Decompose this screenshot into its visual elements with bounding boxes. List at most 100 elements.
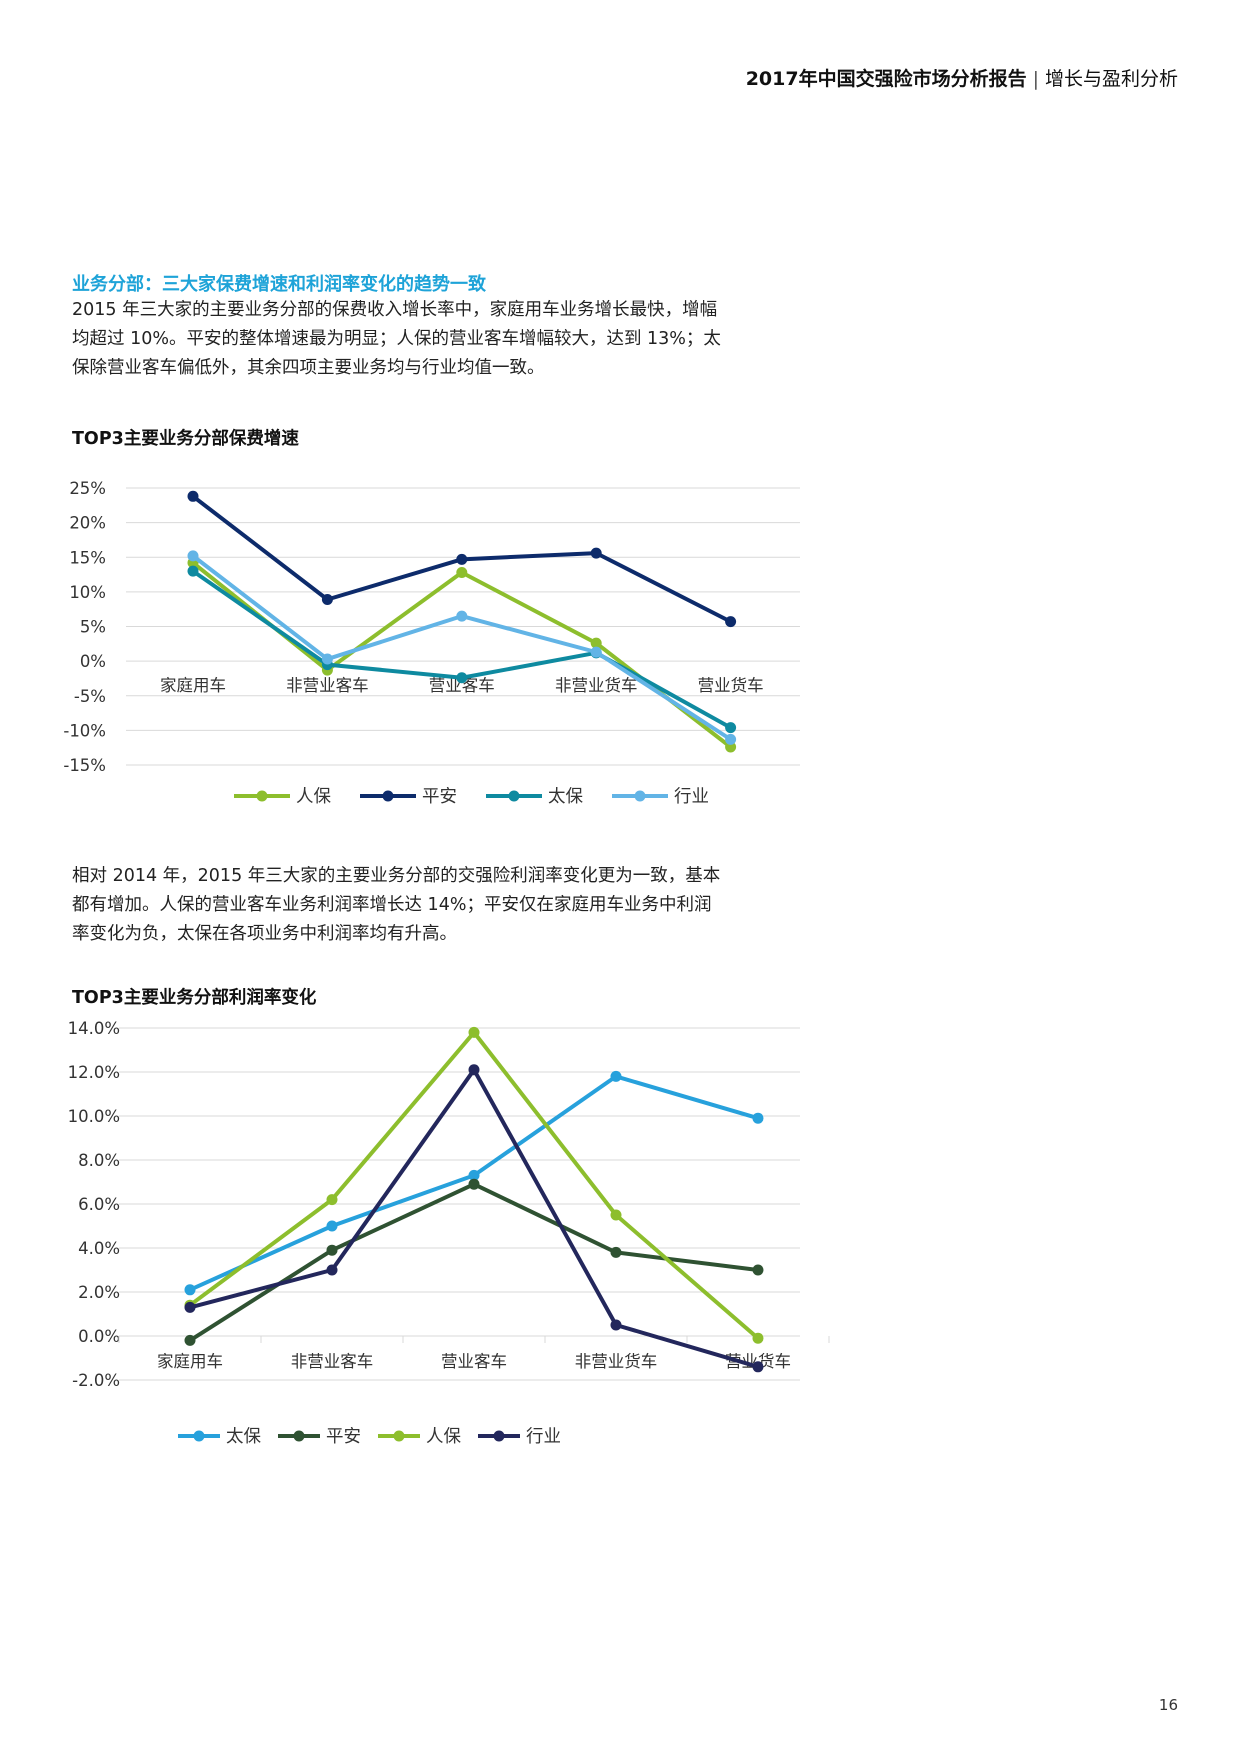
legend-label: 人保 <box>426 1427 461 1447</box>
data-point <box>456 672 468 684</box>
legend-swatch-marker <box>508 790 520 802</box>
data-point <box>326 1244 338 1256</box>
legend-swatch-marker <box>493 1430 505 1442</box>
legend-item: 太保 <box>486 787 583 807</box>
data-point <box>590 637 602 649</box>
header-section: 增长与盈利分析 <box>1044 68 1178 90</box>
x-tick-label: 非营业货车 <box>575 1352 658 1371</box>
series-line-人保 <box>191 561 732 749</box>
y-tick-label: 0% <box>80 652 106 671</box>
data-point <box>456 566 468 578</box>
y-tick-label: 8.0% <box>78 1151 120 1170</box>
data-point <box>326 1264 338 1276</box>
x-tick-label: 营业货车 <box>698 676 764 695</box>
y-tick-label: 10.0% <box>68 1107 120 1126</box>
x-tick-label: 非营业货车 <box>555 676 638 695</box>
chart2-title: TOP3主要业务分部利润率变化 <box>72 988 317 1008</box>
x-tick-label: 营业客车 <box>429 676 495 695</box>
data-point <box>725 733 737 745</box>
legend-item: 行业 <box>478 1427 561 1447</box>
legend-label: 人保 <box>296 787 331 807</box>
paragraph-line: 都有增加。人保的营业客车业务利润率增长达 14%；平安仅在家庭用车业务中利润 <box>72 895 712 915</box>
x-tick-label: 营业客车 <box>441 1352 507 1371</box>
legend-label: 行业 <box>674 787 709 807</box>
legend-swatch-marker <box>382 790 394 802</box>
paragraph-profit-change: 相对 2014 年，2015 年三大家的主要业务分部的交强险利润率变化更为一致，… <box>72 862 812 949</box>
legend-item: 太保 <box>178 1427 261 1447</box>
series-line-太保 <box>191 569 732 730</box>
header-separator: | <box>1032 68 1039 90</box>
data-point <box>752 1264 764 1276</box>
y-tick-label: 5% <box>80 618 106 637</box>
data-point <box>468 1026 480 1038</box>
data-point <box>456 553 468 565</box>
legend-label: 太保 <box>548 787 583 807</box>
chart1-title: TOP3主要业务分部保费增速 <box>72 429 299 449</box>
data-point <box>590 646 602 658</box>
y-tick-label: 14.0% <box>68 1019 120 1038</box>
legend-swatch-marker <box>293 1430 305 1442</box>
legend-item: 行业 <box>612 787 709 807</box>
legend-item: 平安 <box>278 1427 361 1447</box>
paragraph-line: 率变化为负，太保在各项业务中利润率均有升高。 <box>72 924 457 944</box>
x-tick-label: 家庭用车 <box>157 1352 223 1371</box>
profit-change-chart: 14.0% 12.0% 10.0% 8.0% 6.0% 4.0% 2.0% 0.0% -2.0%… <box>68 1019 830 1447</box>
y-tick-label: -15% <box>63 756 106 775</box>
y-tick-label: 20% <box>69 514 106 533</box>
paragraph-line: 均超过 10%。平安的整体增速最为明显；人保的营业客车增幅较大，达到 13%；太 <box>72 329 721 349</box>
data-point <box>184 1334 196 1346</box>
data-point <box>184 1301 196 1313</box>
data-point <box>752 1112 764 1124</box>
page-header: 2017年中国交强险市场分析报告 | 增长与盈利分析 <box>746 64 1178 91</box>
y-tick-label: 10% <box>69 583 106 602</box>
paragraph-line: 2015 年三大家的主要业务分部的保费收入增长率中，家庭用车业务增长最快，增幅 <box>72 300 718 320</box>
y-tick-label: 6.0% <box>78 1195 120 1214</box>
data-point <box>468 1169 480 1181</box>
y-tick-label: 4.0% <box>78 1239 120 1258</box>
data-point <box>752 1361 764 1373</box>
y-tick-label: -5% <box>74 687 106 706</box>
data-point <box>456 610 468 622</box>
y-tick-label: 2.0% <box>78 1283 120 1302</box>
section-title: 业务分部：三大家保费增速和利润率变化的趋势一致 <box>72 274 486 295</box>
page-number: 16 <box>1158 1696 1178 1714</box>
data-point <box>725 722 737 734</box>
data-point <box>187 565 199 577</box>
legend-label: 太保 <box>226 1427 261 1447</box>
legend-swatch-marker <box>634 790 646 802</box>
y-tick-label: 0.0% <box>78 1327 120 1346</box>
paragraph-premium-growth: 2015 年三大家的主要业务分部的保费收入增长率中，家庭用车业务增长最快，增幅 … <box>72 296 812 383</box>
premium-growth-chart: 25% 20% 15% 10% 5% 0% -5% -10% -15% 家庭用车 非营业客车 营业客车… <box>63 479 800 807</box>
data-point <box>468 1178 480 1190</box>
legend-item: 人保 <box>378 1427 461 1447</box>
data-point <box>326 1194 338 1206</box>
x-tick-label: 非营业客车 <box>286 676 369 695</box>
y-tick-label: -10% <box>63 721 106 740</box>
report-title: 2017年中国交强险市场分析报告 <box>745 68 1027 90</box>
legend-label: 平安 <box>422 787 457 807</box>
data-point <box>610 1209 622 1221</box>
series-line-行业 <box>191 554 732 742</box>
legend-label: 行业 <box>526 1427 561 1447</box>
data-point <box>187 550 199 562</box>
series-line-行业 <box>189 1067 759 1369</box>
data-point <box>468 1064 480 1076</box>
legend-swatch-marker <box>193 1430 205 1442</box>
y-tick-label: 25% <box>69 479 106 498</box>
legend-swatch-marker <box>256 790 268 802</box>
data-point <box>725 741 737 753</box>
data-point <box>590 547 602 559</box>
data-point <box>610 1246 622 1258</box>
data-point <box>725 616 737 628</box>
y-tick-label: 12.0% <box>68 1063 120 1082</box>
paragraph-line: 保除营业客车偏低外，其余四项主要业务均与行业均值一致。 <box>72 358 545 378</box>
legend-swatch-marker <box>393 1430 405 1442</box>
data-point <box>326 1220 338 1232</box>
data-point <box>610 1070 622 1082</box>
paragraph-line: 相对 2014 年，2015 年三大家的主要业务分部的交强险利润率变化更为一致，… <box>72 866 721 886</box>
data-point <box>321 653 333 665</box>
y-tick-label: -2.0% <box>72 1371 120 1390</box>
data-point <box>187 490 199 502</box>
x-tick-label: 非营业客车 <box>291 1352 374 1371</box>
legend-item: 平安 <box>360 787 457 807</box>
